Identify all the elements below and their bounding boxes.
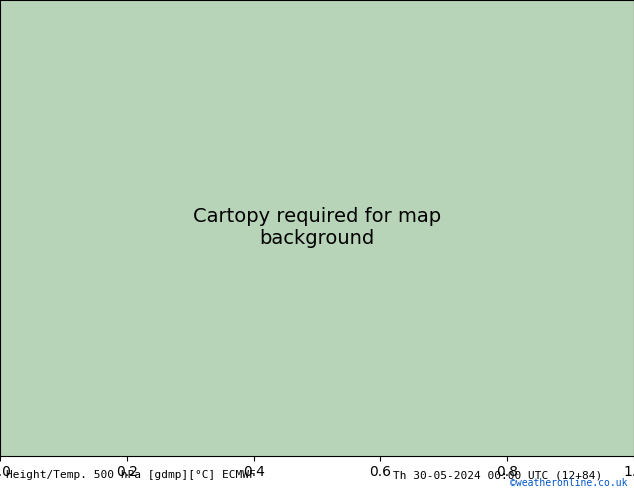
Text: Cartopy required for map
background: Cartopy required for map background: [193, 207, 441, 248]
Text: Height/Temp. 500 hPa [gdmp][°C] ECMWF: Height/Temp. 500 hPa [gdmp][°C] ECMWF: [6, 470, 256, 480]
Text: ©weatheronline.co.uk: ©weatheronline.co.uk: [510, 478, 628, 488]
Text: Th 30-05-2024 00:00 UTC (12+84): Th 30-05-2024 00:00 UTC (12+84): [393, 470, 602, 480]
